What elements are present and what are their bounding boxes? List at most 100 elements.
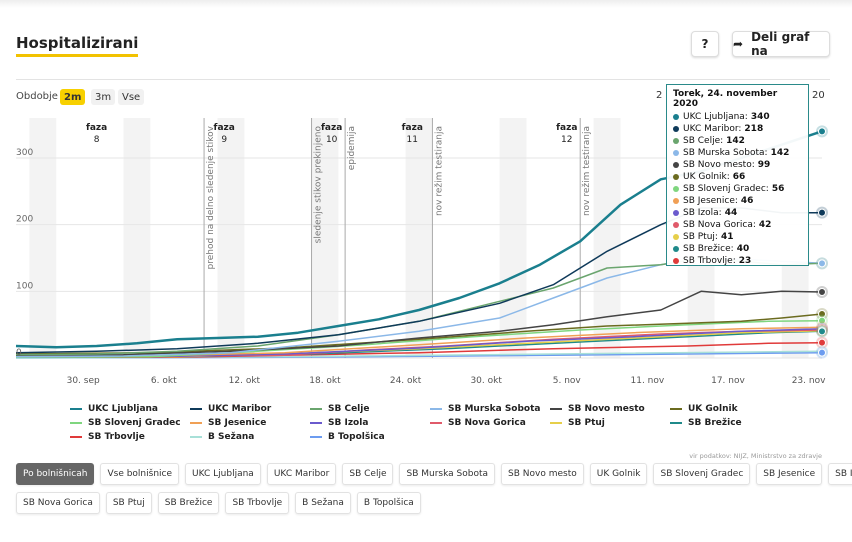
series-endpoint (818, 127, 826, 136)
series-endpoint (818, 288, 826, 296)
chart-legend: UKC Ljubljana UKC Maribor SB Celje SB Mursk… (0, 400, 852, 450)
tooltip-series-name: UKC Maribor: (683, 124, 742, 134)
phase-label: faza (556, 123, 577, 133)
tooltip-dot (673, 258, 679, 264)
legend-swatch (430, 408, 442, 410)
hospital-filter-chip[interactable]: Po bolnišnicah (16, 463, 95, 485)
hospital-filter-chip[interactable]: UKC Maribor (266, 463, 337, 485)
legend-item[interactable]: UK Golnik (670, 404, 738, 414)
annotation-label: nov režim testiranja (434, 126, 444, 216)
tooltip-series-name: SB Izola: (683, 208, 722, 218)
tooltip-dot (673, 162, 679, 168)
legend-item[interactable]: SB Izola (310, 418, 368, 428)
legend-item[interactable]: B Sežana (190, 432, 254, 442)
hospital-filter-chip[interactable]: SB Brežice (157, 492, 220, 514)
phase-label: faza (86, 123, 107, 133)
legend-item[interactable]: UKC Maribor (190, 404, 271, 414)
legend-item[interactable]: SB Murska Sobota (430, 404, 541, 414)
help-button[interactable]: ? (691, 31, 719, 57)
legend-item[interactable]: SB Trbovlje (70, 432, 145, 442)
hospital-filter-chip[interactable]: UKC Ljubljana (185, 463, 261, 485)
tooltip-series-name: SB Nova Gorica: (683, 220, 756, 230)
phase-number: 8 (94, 135, 100, 145)
period-3m-button[interactable]: 3m (91, 89, 116, 105)
tooltip-dot (673, 114, 679, 120)
period-2m-button[interactable]: 2m (60, 89, 86, 105)
annotation-label: prehod na delno sledenje stikov (206, 125, 216, 269)
legend-item[interactable]: SB Slovenj Gradec (70, 418, 181, 428)
weekend-band (593, 118, 621, 358)
tooltip-dot (673, 234, 679, 240)
tooltip-series-name: SB Novo mesto: (683, 160, 755, 170)
tooltip-row: SB Murska Sobota: 142 (673, 147, 802, 159)
share-button[interactable]: ➦ Deli graf na (732, 30, 830, 58)
series-endpoint (818, 348, 826, 357)
period-all-button[interactable]: Vse (118, 89, 145, 105)
weekend-band (123, 118, 151, 358)
tooltip-series-value: 66 (732, 172, 746, 182)
legend-label: SB Jesenice (208, 418, 267, 428)
hospital-filter-chip[interactable]: SB Nova Gorica (16, 492, 100, 514)
legend-label: SB Brežice (688, 418, 742, 428)
tooltip-series-value: 56 (771, 184, 785, 194)
legend-item[interactable]: SB Jesenice (190, 418, 266, 428)
tooltip-series-name: SB Celje: (683, 136, 724, 146)
data-source: vir podatkov: NIJZ, Ministrstvo za zdrav… (689, 452, 822, 460)
legend-item[interactable]: SB Novo mesto (550, 404, 645, 414)
tooltip-series-value: 23 (738, 256, 752, 266)
tooltip-series-value: 142 (726, 136, 745, 146)
legend-swatch (190, 422, 202, 424)
hospital-filter-chip[interactable]: SB Ptuj (105, 492, 152, 514)
page-title: Hospitalizirani (16, 34, 139, 57)
phase-label: faza (321, 123, 342, 133)
legend-item[interactable]: SB Ptuj (550, 418, 605, 428)
legend-label: SB Novo mesto (568, 404, 645, 414)
legend-label: B Sežana (208, 432, 255, 442)
hospital-filter-chip[interactable]: SB Trbovlje (225, 492, 290, 514)
tooltip-row: SB Ptuj: 41 (673, 231, 802, 243)
legend-item[interactable]: B Topolšica (310, 432, 385, 442)
legend-swatch (190, 408, 202, 410)
hospital-filter-chip[interactable]: B Topolšica (356, 492, 421, 514)
hospital-filter-chip[interactable]: SB Slovenj Gradec (653, 463, 751, 485)
tooltip-series-value: 40 (736, 244, 750, 254)
hospital-filter-chip[interactable]: SB Izola (828, 463, 852, 485)
share-button-label: Deli graf na (751, 30, 810, 58)
x-tick-label: 11. nov (631, 376, 665, 386)
annotation-label: epidemija (347, 126, 357, 170)
tooltip-series-value: 99 (757, 160, 771, 170)
tooltip-series-name: SB Trbovlje: (683, 256, 736, 266)
tooltip-row: SB Brežice: 40 (673, 243, 802, 255)
legend-label: UK Golnik (688, 404, 738, 414)
legend-item[interactable]: SB Celje (310, 404, 369, 414)
tooltip-date: Torek, 24. november 2020 (673, 89, 778, 109)
hospital-filter-chip[interactable]: SB Novo mesto (501, 463, 584, 485)
hospital-filter-chip[interactable]: Vse bolnišnice (100, 463, 180, 485)
tooltip-row: UKC Ljubljana: 340 (673, 111, 802, 123)
hospital-filter-chip[interactable]: SB Jesenice (756, 463, 823, 485)
legend-swatch (550, 408, 562, 410)
tooltip-series-value: 218 (744, 124, 764, 134)
legend-label: B Topolšica (328, 432, 385, 442)
phase-number: 11 (407, 135, 418, 145)
tooltip-row: UKC Maribor: 218 (673, 123, 802, 135)
share-icon: ➦ (733, 37, 744, 51)
weekend-band (217, 118, 245, 358)
phase-number: 10 (326, 135, 338, 145)
legend-swatch (70, 436, 82, 438)
legend-item[interactable]: UKC Ljubljana (70, 404, 158, 414)
hospital-filter-chip[interactable]: SB Celje (342, 463, 394, 485)
hospital-filter-chip[interactable]: B Sežana (295, 492, 351, 514)
hospital-filter-chip[interactable]: SB Murska Sobota (399, 463, 496, 485)
legend-item[interactable]: SB Brežice (670, 418, 742, 428)
x-tick-label: 23. nov (792, 376, 826, 386)
tooltip-series-value: 142 (770, 148, 790, 158)
tooltip-dot (673, 210, 679, 216)
y-tick-label: 100 (16, 281, 33, 291)
legend-label: SB Celje (328, 404, 370, 414)
tooltip-row: SB Novo mesto: 99 (673, 159, 802, 171)
legend-label: SB Trbovlje (88, 432, 145, 442)
hospital-filter-chip[interactable]: UK Golnik (589, 463, 648, 485)
legend-item[interactable]: SB Nova Gorica (430, 418, 526, 428)
series-endpoint (818, 327, 826, 336)
